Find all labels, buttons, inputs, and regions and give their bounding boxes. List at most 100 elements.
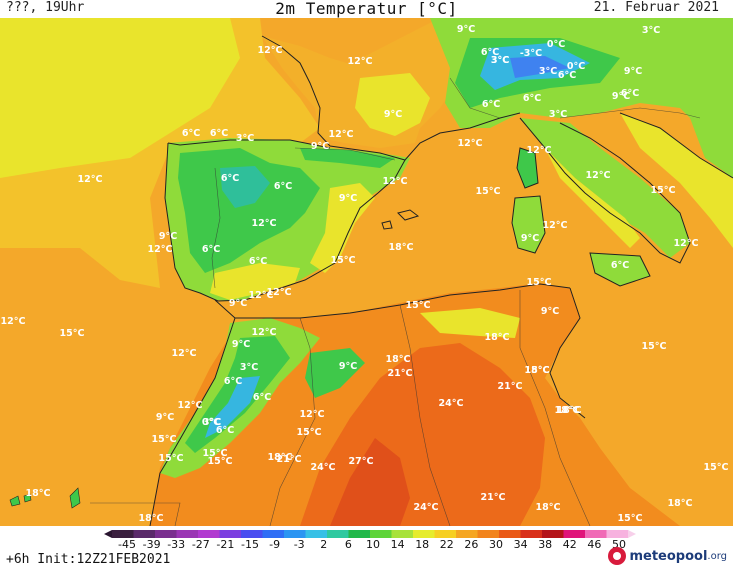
colorbar-tick: 22 [439, 538, 454, 551]
temperature-label: 15°C [525, 365, 550, 376]
temperature-label: 0°C [547, 39, 565, 50]
colorbar-swatch [305, 530, 328, 538]
colorbar-swatch [133, 530, 156, 538]
temperature-label: 15°C [642, 341, 667, 352]
colorbar-swatch [241, 530, 263, 538]
temperature-label: 18°C [389, 242, 414, 253]
meteopool-logo-icon [608, 547, 627, 565]
temperature-label: 6°C [202, 244, 220, 255]
colorbar-swatch [606, 530, 629, 538]
temperature-label: 15°C [527, 277, 552, 288]
temperature-label: 15°C [203, 448, 228, 459]
iberia-cold-zone [178, 148, 320, 273]
colorbar-swatch [585, 530, 607, 538]
temperature-label: 6°C [621, 88, 639, 99]
balkans-land [690, 118, 733, 178]
temperature-label: 6°C [182, 128, 200, 139]
iberia-mountains [220, 166, 270, 208]
temperature-label: 15°C [704, 462, 729, 473]
temperature-label: 24°C [311, 462, 336, 473]
temperature-label: 18°C [536, 502, 561, 513]
temperature-label: 12°C [267, 287, 292, 298]
temperature-label: 15°C [618, 513, 643, 524]
temperature-label: 9°C [229, 298, 247, 309]
temperature-label: 15°C [159, 453, 184, 464]
temperature-label: 9°C [541, 306, 559, 317]
algeria-highlands [420, 308, 520, 338]
colorbar-swatch [370, 530, 392, 538]
temperature-label: 12°C [178, 400, 203, 411]
temperature-label: 12°C [1, 316, 26, 327]
colorbar-swatch [563, 530, 586, 538]
temperature-label: 9°C [156, 412, 174, 423]
temperature-label: 15°C [331, 255, 356, 266]
temperature-label: 6°C [221, 173, 239, 184]
temperature-label: 9°C [384, 109, 402, 120]
colorbar-tick: 10 [366, 538, 380, 551]
alps-coldest-core [510, 56, 570, 78]
temperature-label: 3°C [491, 55, 509, 66]
temperature-label: 3°C [203, 417, 221, 428]
temperature-label: 18°C [485, 332, 510, 343]
temperature-label: 18°C [668, 498, 693, 509]
temperature-label: 6°C [253, 392, 271, 403]
temperature-label: 18°C [557, 405, 582, 416]
colorbar-swatch [176, 530, 199, 538]
colorbar-min-arrow [104, 530, 112, 538]
colorbar-tick: -21 [216, 538, 235, 551]
temperature-label: 27°C [349, 456, 374, 467]
temperature-label: 9°C [311, 141, 329, 152]
temperature-label: 18°C [525, 365, 550, 376]
italy-land [520, 118, 690, 258]
temperature-label: 24°C [414, 502, 439, 513]
temperature-label: 6°C [611, 260, 629, 271]
colorbar-swatch [155, 530, 177, 538]
temperature-map[interactable]: 9°C 3°C6°C3°C0°C-3°C3°C0°C3°C 6°C12°C12°C9… [0, 18, 733, 526]
temperature-label: 15°C [476, 186, 501, 197]
saharan-hot-core [330, 438, 410, 526]
colorbar-swatch [542, 530, 564, 538]
temperature-label: 6°C [249, 256, 267, 267]
italy-coast-warm [545, 148, 640, 248]
temperature-label: 12°C [348, 56, 373, 67]
temperature-label: 12°C [78, 174, 103, 185]
temperature-label: 12°C [172, 348, 197, 359]
atlas-snow-zone [205, 376, 260, 438]
meteopool-logo[interactable]: meteopool .org [608, 546, 727, 566]
temperature-label: 18°C [26, 488, 51, 499]
temperature-colorbar [104, 530, 636, 538]
colorbar-tick: 46 [587, 538, 602, 551]
temperature-label: 6°C [210, 128, 228, 139]
temperature-label: 3°C [240, 362, 258, 373]
temperature-label: 9°C [457, 24, 475, 35]
temperature-label: 9°C [159, 231, 177, 242]
temperature-label: 3°C [491, 55, 509, 66]
temperature-label: 21°C [388, 368, 413, 379]
colorbar-swatch [456, 530, 478, 538]
temperature-label: 6°C [481, 47, 499, 58]
colorbar-tick: -15 [241, 538, 259, 551]
colorbar-swatch [499, 530, 521, 538]
temperature-label: 15°C [152, 434, 177, 445]
temperature-label: 6°C [274, 181, 292, 192]
temperature-label: 12°C [258, 45, 283, 56]
tell-atlas [305, 348, 365, 398]
temperature-label: 15°C [297, 427, 322, 438]
pyrenees [300, 148, 395, 168]
temperature-label: 6°C [482, 99, 500, 110]
colorbar-max-arrow [628, 530, 636, 538]
temperature-label: 12°C [458, 138, 483, 149]
colorbar-tick: 18 [415, 538, 430, 551]
adriatic-sea [620, 113, 733, 248]
iberia-south-coast [210, 263, 300, 300]
colorbar-tick-labels: -45 -39 -33 -27 -21 -15 -9 -3 2 6 10 14 18 22 26 30 34 38… [0, 538, 733, 552]
temperature-label: 21°C [277, 454, 302, 465]
temperature-label: 3°C [549, 109, 567, 120]
temperature-label: 12°C [543, 220, 568, 231]
temperature-label: 0°C [202, 417, 220, 428]
temperature-label: 18°C [139, 513, 164, 524]
colorbar-tick: -9 [269, 538, 281, 551]
canary-islands [9, 487, 81, 509]
temperature-label: 3°C [642, 25, 660, 36]
colorbar-tick: -45 [118, 538, 136, 551]
